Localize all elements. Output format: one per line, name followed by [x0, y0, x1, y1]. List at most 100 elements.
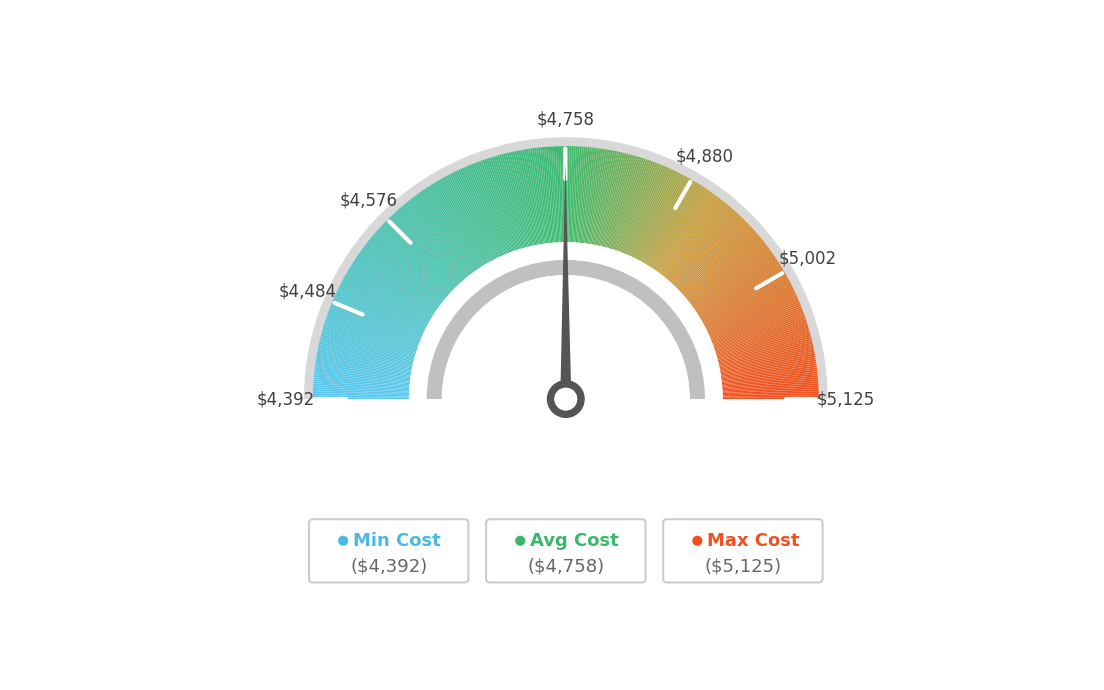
Wedge shape — [594, 150, 613, 245]
Wedge shape — [374, 232, 448, 296]
Wedge shape — [370, 238, 445, 300]
Text: $4,576: $4,576 — [340, 192, 397, 210]
Wedge shape — [415, 195, 474, 273]
Wedge shape — [692, 250, 772, 308]
Wedge shape — [694, 253, 774, 310]
Wedge shape — [314, 387, 410, 393]
Wedge shape — [360, 250, 439, 308]
Wedge shape — [363, 246, 442, 305]
Wedge shape — [473, 163, 509, 253]
Wedge shape — [591, 149, 607, 244]
Wedge shape — [461, 168, 502, 256]
Wedge shape — [361, 248, 439, 307]
Wedge shape — [722, 385, 818, 392]
Wedge shape — [564, 146, 565, 242]
Wedge shape — [597, 151, 619, 246]
Wedge shape — [723, 393, 819, 397]
Wedge shape — [325, 321, 416, 352]
Wedge shape — [347, 270, 431, 320]
Wedge shape — [315, 364, 411, 378]
Wedge shape — [373, 233, 447, 297]
Wedge shape — [556, 146, 561, 242]
Wedge shape — [318, 346, 413, 367]
Wedge shape — [718, 334, 810, 360]
Wedge shape — [438, 179, 488, 264]
Wedge shape — [465, 166, 505, 255]
Wedge shape — [315, 367, 411, 381]
Wedge shape — [714, 319, 806, 351]
Wedge shape — [580, 147, 590, 243]
Wedge shape — [353, 260, 435, 314]
Wedge shape — [679, 223, 749, 290]
Wedge shape — [489, 157, 520, 250]
Wedge shape — [598, 152, 620, 246]
Wedge shape — [659, 195, 718, 274]
Wedge shape — [631, 169, 673, 257]
Text: Avg Cost: Avg Cost — [530, 532, 618, 550]
Wedge shape — [723, 397, 819, 399]
Wedge shape — [321, 331, 415, 357]
Wedge shape — [322, 328, 415, 357]
Wedge shape — [723, 391, 819, 395]
Wedge shape — [720, 353, 815, 372]
Wedge shape — [627, 166, 667, 255]
Wedge shape — [680, 226, 752, 293]
Wedge shape — [418, 192, 476, 271]
Wedge shape — [661, 198, 721, 275]
Text: $5,002: $5,002 — [778, 249, 837, 268]
Wedge shape — [322, 326, 415, 355]
Wedge shape — [447, 175, 493, 260]
Wedge shape — [640, 177, 688, 262]
Wedge shape — [584, 148, 597, 244]
Wedge shape — [565, 146, 567, 242]
Wedge shape — [722, 373, 818, 384]
Wedge shape — [482, 159, 514, 251]
Wedge shape — [672, 213, 739, 285]
Wedge shape — [714, 315, 805, 348]
Wedge shape — [704, 279, 789, 326]
Text: ($4,758): ($4,758) — [528, 557, 604, 575]
Wedge shape — [645, 180, 694, 264]
Wedge shape — [315, 366, 411, 380]
Wedge shape — [355, 257, 436, 312]
Wedge shape — [712, 310, 804, 345]
Wedge shape — [321, 334, 414, 360]
Wedge shape — [641, 177, 689, 262]
Wedge shape — [722, 377, 818, 386]
Wedge shape — [712, 308, 803, 344]
Wedge shape — [657, 193, 714, 272]
Circle shape — [338, 535, 348, 546]
Wedge shape — [314, 373, 410, 384]
Wedge shape — [326, 317, 417, 349]
Wedge shape — [690, 244, 767, 304]
Wedge shape — [520, 150, 539, 245]
Wedge shape — [317, 352, 412, 371]
Wedge shape — [612, 157, 643, 250]
Wedge shape — [628, 167, 668, 255]
Circle shape — [554, 388, 577, 411]
Wedge shape — [722, 389, 819, 394]
Wedge shape — [705, 282, 792, 328]
Wedge shape — [716, 326, 809, 355]
Wedge shape — [715, 325, 808, 354]
Wedge shape — [716, 331, 810, 357]
Wedge shape — [522, 150, 540, 244]
Wedge shape — [319, 342, 413, 365]
Text: $4,758: $4,758 — [537, 110, 594, 128]
Wedge shape — [450, 172, 496, 259]
Wedge shape — [688, 239, 763, 301]
Wedge shape — [391, 215, 458, 286]
Wedge shape — [312, 395, 408, 398]
Wedge shape — [626, 166, 665, 255]
Wedge shape — [424, 188, 479, 269]
Wedge shape — [722, 381, 818, 389]
Wedge shape — [537, 148, 549, 244]
Wedge shape — [379, 227, 450, 293]
Wedge shape — [319, 340, 413, 364]
Wedge shape — [671, 212, 737, 284]
Wedge shape — [620, 161, 656, 253]
Wedge shape — [590, 149, 605, 244]
Wedge shape — [316, 359, 411, 376]
Wedge shape — [421, 191, 477, 270]
Wedge shape — [720, 348, 814, 368]
